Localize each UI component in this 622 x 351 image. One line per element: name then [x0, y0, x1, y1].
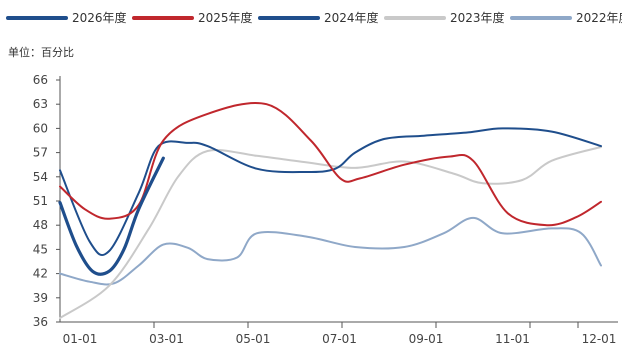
y-axis: 36 39 42 45 48 51 54 57 60 63 66	[33, 73, 61, 329]
x-tick-label: 03-01	[149, 332, 184, 346]
unit-label: 单位：百分比	[8, 45, 74, 59]
x-tick-label: 09-01	[409, 332, 444, 346]
x-axis: 01-01 03-01 05-01 07-01 09-01 11-01 12-01	[60, 321, 618, 346]
legend: 2026年度 2025年度 2024年度 2023年度 2022年度	[6, 10, 622, 25]
x-tick-label: 07-01	[322, 332, 357, 346]
y-tick-label: 51	[33, 194, 48, 208]
y-tick-label: 36	[33, 315, 48, 329]
legend-label: 2025年度	[198, 10, 253, 25]
y-tick-label: 63	[33, 97, 48, 111]
y-tick-label: 45	[33, 242, 48, 256]
legend-label: 2023年度	[450, 10, 505, 25]
y-tick-label: 60	[33, 121, 48, 135]
x-tick-label: 05-01	[236, 332, 271, 346]
y-tick-label: 48	[33, 218, 48, 232]
y-tick-label: 66	[33, 73, 48, 87]
x-tick-label: 12-01	[582, 332, 617, 346]
x-tick-label: 11-01	[495, 332, 530, 346]
series-layer	[58, 102, 602, 319]
series-line-2025年度	[59, 102, 602, 227]
legend-label: 2022年度	[576, 10, 622, 25]
series-line-2023年度	[59, 146, 602, 319]
series-line-2022年度	[59, 216, 602, 286]
legend-label: 2026年度	[72, 10, 127, 25]
series-line-2024年度	[59, 127, 602, 257]
legend-label: 2024年度	[324, 10, 379, 25]
y-tick-label: 42	[33, 267, 48, 281]
series-line-2026年度	[58, 156, 165, 276]
y-tick-label: 39	[33, 291, 48, 305]
x-tick-label: 01-01	[63, 332, 98, 346]
y-tick-label: 54	[33, 170, 48, 184]
y-tick-label: 57	[33, 146, 48, 160]
